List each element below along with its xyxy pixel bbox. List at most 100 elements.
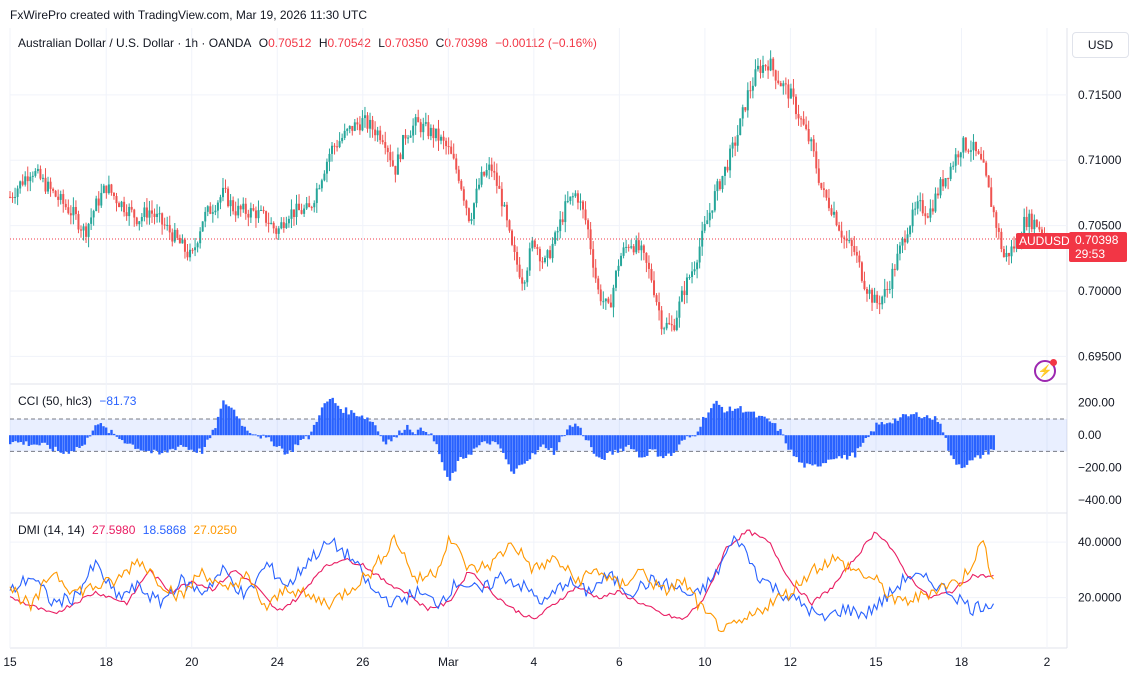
currency-button[interactable]: USD	[1072, 32, 1129, 58]
candle-body	[62, 194, 65, 204]
candle-body	[564, 201, 567, 223]
candle-body	[584, 209, 587, 221]
price-tick-label: 0.70000	[1078, 284, 1122, 298]
cci-bar	[941, 432, 945, 436]
cci-bar	[328, 398, 332, 436]
cci-bar	[813, 435, 817, 465]
candle-body	[462, 189, 465, 201]
candle-body	[183, 239, 186, 252]
candle-body	[396, 154, 399, 175]
cci-bar	[243, 426, 246, 436]
cci-bar	[547, 435, 550, 450]
dmi-series-line-2	[9, 534, 994, 622]
candle-body	[670, 324, 673, 326]
cci-legend: CCI (50, hlc3) −81.73	[18, 394, 140, 408]
x-tick-label: 15	[869, 655, 883, 669]
candle-body	[163, 224, 166, 226]
cci-label[interactable]: CCI (50, hlc3)	[18, 394, 93, 408]
candle-body	[189, 249, 192, 258]
candle-body	[909, 226, 912, 235]
candle-body	[467, 208, 470, 221]
cci-bar	[579, 427, 582, 436]
candle-body	[901, 238, 904, 246]
cci-bar	[171, 435, 174, 449]
cci-bar	[944, 435, 947, 438]
cci-bar	[544, 435, 548, 449]
candle-body	[216, 202, 219, 211]
cci-bar	[22, 435, 25, 445]
cci-bar	[288, 435, 292, 451]
dmi-plus-value: 18.5868	[142, 523, 187, 537]
cci-value: −81.73	[99, 394, 137, 408]
candle-body	[957, 154, 960, 158]
cci-bar	[80, 435, 84, 446]
cci-bar	[139, 435, 143, 451]
cci-bar	[168, 435, 172, 450]
cci-bar	[299, 435, 302, 440]
cci-bar	[144, 435, 148, 452]
candle-body	[800, 118, 803, 120]
candle-body	[769, 58, 772, 71]
candle-body	[838, 225, 841, 231]
candle-body	[204, 211, 207, 222]
cci-bar	[797, 435, 801, 463]
cci-bar	[128, 435, 132, 444]
open-value: 0.70512	[268, 36, 312, 50]
cci-bar	[214, 428, 217, 436]
candle-body	[59, 194, 62, 200]
cci-bar	[837, 435, 841, 457]
candle-body	[762, 65, 765, 73]
price-legend: Australian Dollar / U.S. Dollar · 1h · O…	[18, 36, 601, 50]
candle-body	[133, 209, 136, 218]
cci-bar	[198, 435, 201, 449]
cci-bar	[600, 435, 604, 460]
cci-bar	[574, 423, 577, 436]
candle-body	[888, 288, 891, 290]
candle-body	[87, 223, 90, 237]
candle-body	[47, 181, 50, 192]
candle-body	[434, 128, 437, 139]
cci-bar	[840, 435, 844, 459]
cci-bar	[512, 435, 516, 474]
candle-body	[513, 244, 516, 252]
cci-bar	[683, 435, 686, 440]
candle-body	[942, 179, 945, 187]
candle-body	[214, 210, 217, 213]
dmi-label[interactable]: DMI (14, 14)	[18, 523, 85, 537]
symbol-title[interactable]: Australian Dollar / U.S. Dollar · 1h · O…	[18, 36, 252, 50]
cci-bar	[781, 434, 785, 436]
candle-body	[409, 135, 412, 138]
cci-bar	[646, 435, 649, 456]
lightning-icon[interactable]: ⚡	[1034, 359, 1057, 382]
candle-body	[756, 65, 759, 70]
cci-bar	[877, 424, 881, 436]
candle-body	[805, 124, 808, 129]
candle-body	[275, 228, 278, 234]
cci-bar	[824, 435, 828, 464]
candle-body	[120, 201, 123, 208]
candle-body	[792, 88, 795, 97]
cci-bar	[867, 435, 870, 438]
cci-bar	[142, 435, 145, 451]
cci-bar	[467, 435, 470, 455]
candle-body	[49, 181, 52, 189]
cci-bar	[270, 435, 273, 442]
candle-body	[723, 166, 726, 176]
cci-bar	[558, 435, 561, 443]
cci-bar	[227, 406, 230, 436]
candle-body	[911, 209, 914, 227]
candle-body	[148, 210, 151, 218]
cci-bar	[720, 406, 724, 436]
cci-bar	[819, 435, 822, 467]
candle-body	[711, 210, 714, 213]
cci-bar	[211, 429, 214, 436]
candle-body	[234, 211, 237, 216]
candle-body	[270, 222, 273, 224]
candle-body	[112, 192, 115, 197]
candle-body	[898, 245, 901, 254]
cci-bar	[773, 423, 777, 436]
candle-body	[559, 219, 562, 232]
candle-body	[44, 177, 47, 192]
cci-bar	[366, 417, 369, 436]
